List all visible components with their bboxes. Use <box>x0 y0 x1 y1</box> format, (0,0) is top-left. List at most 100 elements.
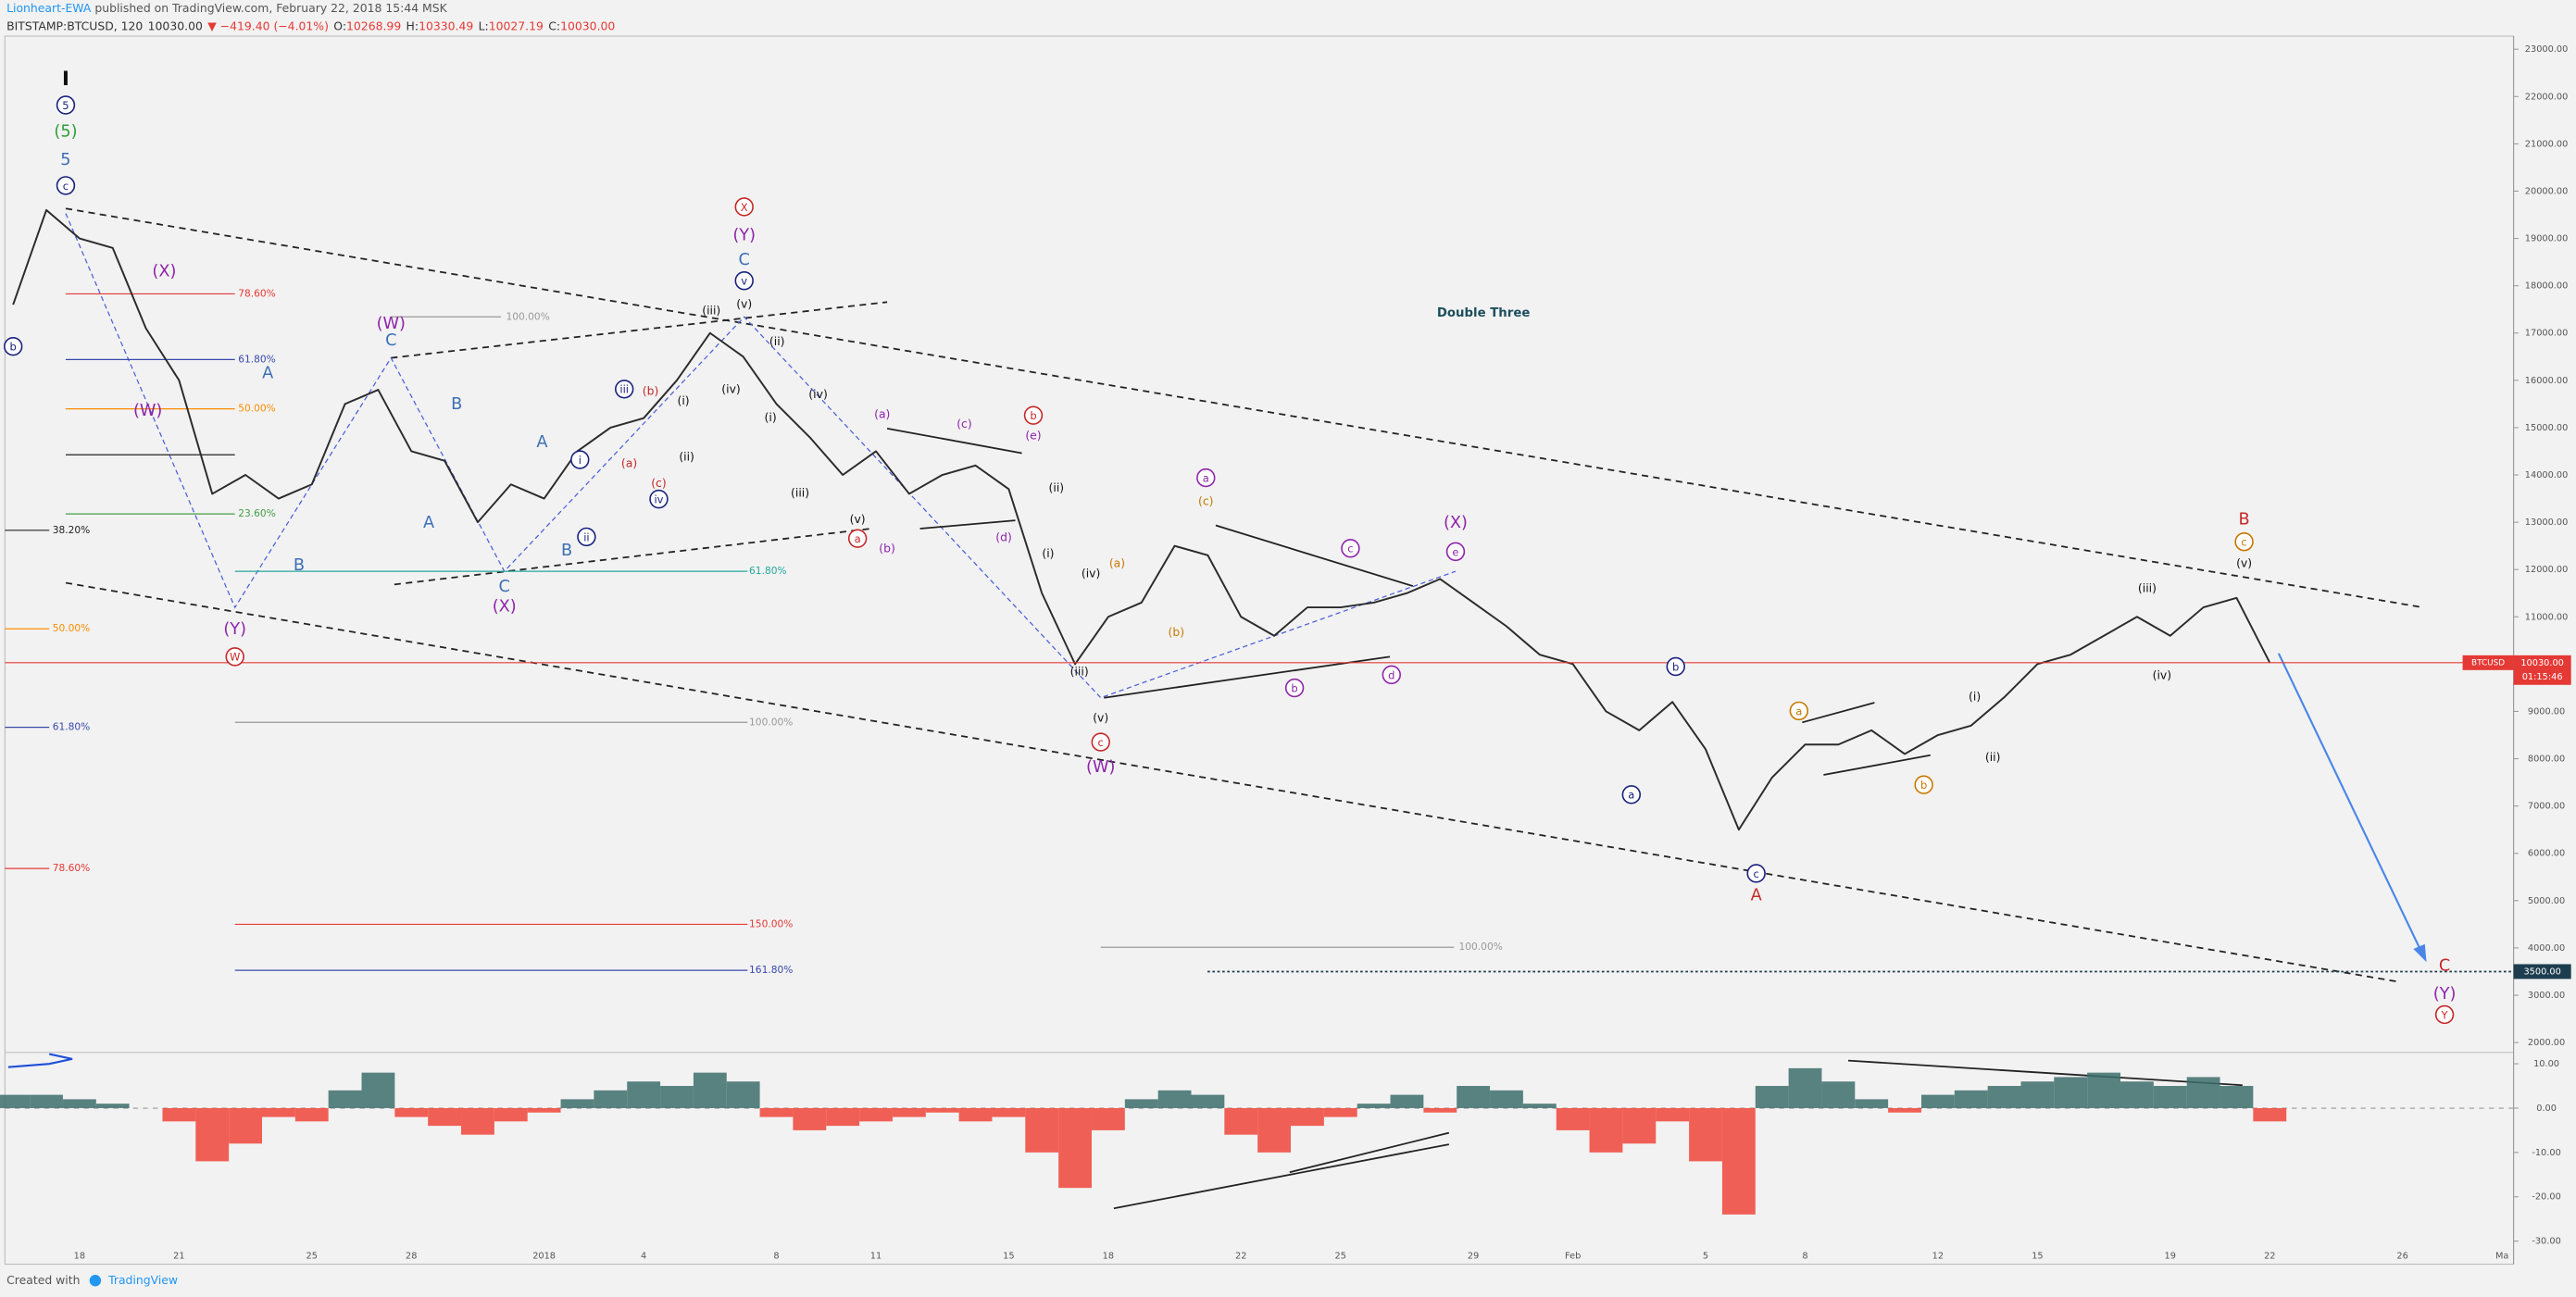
wave-label: i <box>579 454 581 467</box>
last-price-label: 10030.00 <box>2520 658 2564 668</box>
wave-circle <box>1621 785 1642 804</box>
brand-icon <box>89 1275 102 1287</box>
osc-bar <box>229 1107 262 1144</box>
wave-label: (W) <box>377 315 406 333</box>
wave-circle <box>734 271 754 291</box>
wave-label: Double Three <box>1437 306 1531 320</box>
wave-label: (c) <box>957 417 972 430</box>
author[interactable]: Lionheart-EWA <box>6 0 92 14</box>
wave-label: (iv) <box>721 382 740 396</box>
x-tick-label: 18 <box>74 1252 85 1262</box>
fib-label: 61.80% <box>238 353 276 365</box>
pattern-line <box>1823 754 1931 776</box>
wave-circle <box>1445 542 1466 562</box>
wave-label: c <box>2241 536 2246 549</box>
wave-label: a <box>1795 705 1802 717</box>
price: 10030.00 <box>148 19 203 32</box>
open: 10268.99 <box>346 19 401 32</box>
x-tick-label: 28 <box>406 1252 417 1262</box>
wave-label: (X) <box>1444 514 1468 532</box>
wave-label: (ii) <box>679 449 694 463</box>
osc-bar <box>1423 1107 1457 1113</box>
wave-label: iv <box>654 493 663 506</box>
osc-bar <box>1855 1099 1889 1108</box>
osc-bar <box>2120 1081 2154 1108</box>
y-tick-label: 14000.00 <box>2525 470 2569 480</box>
wave-circle <box>1746 864 1766 883</box>
osc-bar <box>925 1107 959 1113</box>
osc-bar <box>1257 1107 1292 1153</box>
close: 10030.00 <box>560 19 615 32</box>
osc-bar <box>992 1107 1026 1117</box>
wave-label: 5 <box>60 151 70 169</box>
x-tick-label: 22 <box>2264 1252 2275 1262</box>
wave-label: (a) <box>1109 556 1125 570</box>
osc-bar <box>1291 1107 1324 1127</box>
osc-bar <box>1987 1086 2021 1108</box>
osc-bar <box>1755 1086 1789 1108</box>
wave-label: (b) <box>643 383 659 397</box>
wave-label: 5 <box>62 99 69 112</box>
osc-bar <box>1656 1107 1690 1122</box>
footer-brand[interactable]: TradingView <box>107 1273 178 1287</box>
wave-label: (Y) <box>2433 985 2457 1004</box>
channel-top <box>65 207 2424 609</box>
wave-label: C <box>2439 957 2450 976</box>
wave-circle <box>1914 775 1933 794</box>
osc-bar <box>1025 1107 1059 1153</box>
osc-bar <box>1091 1107 1125 1130</box>
wave-circle <box>2234 532 2254 552</box>
osc-bar <box>1490 1090 1523 1108</box>
osc-bar <box>195 1107 230 1162</box>
wave-label: (v) <box>1093 710 1108 724</box>
wave-label: (v) <box>736 296 752 310</box>
y-tick-label: 20000.00 <box>2525 186 2569 196</box>
osc-bar <box>1821 1081 1856 1108</box>
osc-bar <box>1589 1107 1623 1153</box>
wave-label: iii <box>619 383 629 396</box>
fib-label: 100.00% <box>1459 941 1503 953</box>
x-tick-label: 25 <box>1335 1252 1346 1262</box>
plot-frame <box>4 35 2515 1266</box>
y-tick-label: 19000.00 <box>2525 234 2569 244</box>
wave-label: B <box>294 556 305 575</box>
x-tick-label: 29 <box>1468 1252 1479 1262</box>
x-tick-label: Feb <box>1565 1252 1581 1262</box>
target-label: 3500.00 <box>2523 967 2560 977</box>
wave-label: B <box>561 542 572 560</box>
osc-bar <box>1888 1107 1921 1113</box>
wave-circle <box>3 336 23 356</box>
wave-label: (iii) <box>1070 665 1089 679</box>
x-tick-label: 8 <box>1802 1252 1807 1262</box>
wave-label: B <box>2239 510 2250 529</box>
osc-bar <box>1191 1094 1225 1108</box>
x-tick-label: 12 <box>1932 1252 1944 1262</box>
fib-label: 150.00% <box>749 917 793 929</box>
wave-label: c <box>1753 867 1758 880</box>
fib-label: 78.60% <box>238 287 276 299</box>
x-tick-label: 26 <box>2396 1252 2407 1262</box>
h-label: H: <box>406 19 419 32</box>
l-label: L: <box>479 19 489 32</box>
osc-bar <box>759 1107 794 1117</box>
wave-circle <box>1284 678 1305 698</box>
wave-label: (ii) <box>1049 480 1065 494</box>
wedge-top <box>391 301 888 359</box>
pattern-line <box>886 427 1022 455</box>
wave-label: c <box>63 180 69 193</box>
wave-label: (iii) <box>702 304 720 318</box>
countdown: 01:15:46 <box>2522 672 2563 682</box>
osc-bar <box>1689 1107 1722 1162</box>
y-tick-label: 22000.00 <box>2525 92 2569 102</box>
osc-bar <box>394 1107 429 1117</box>
wave-label: a <box>1628 789 1634 802</box>
arrow-shaft <box>2277 653 2423 954</box>
osc-bar <box>1954 1090 1988 1108</box>
wave-label: (X) <box>493 597 517 616</box>
wave-label: a <box>855 532 861 545</box>
x-tick-label: Ma <box>2495 1252 2508 1262</box>
y-tick-label: 2000.00 <box>2528 1038 2565 1048</box>
osc-bar <box>461 1107 494 1135</box>
osc-bar <box>1124 1099 1158 1108</box>
